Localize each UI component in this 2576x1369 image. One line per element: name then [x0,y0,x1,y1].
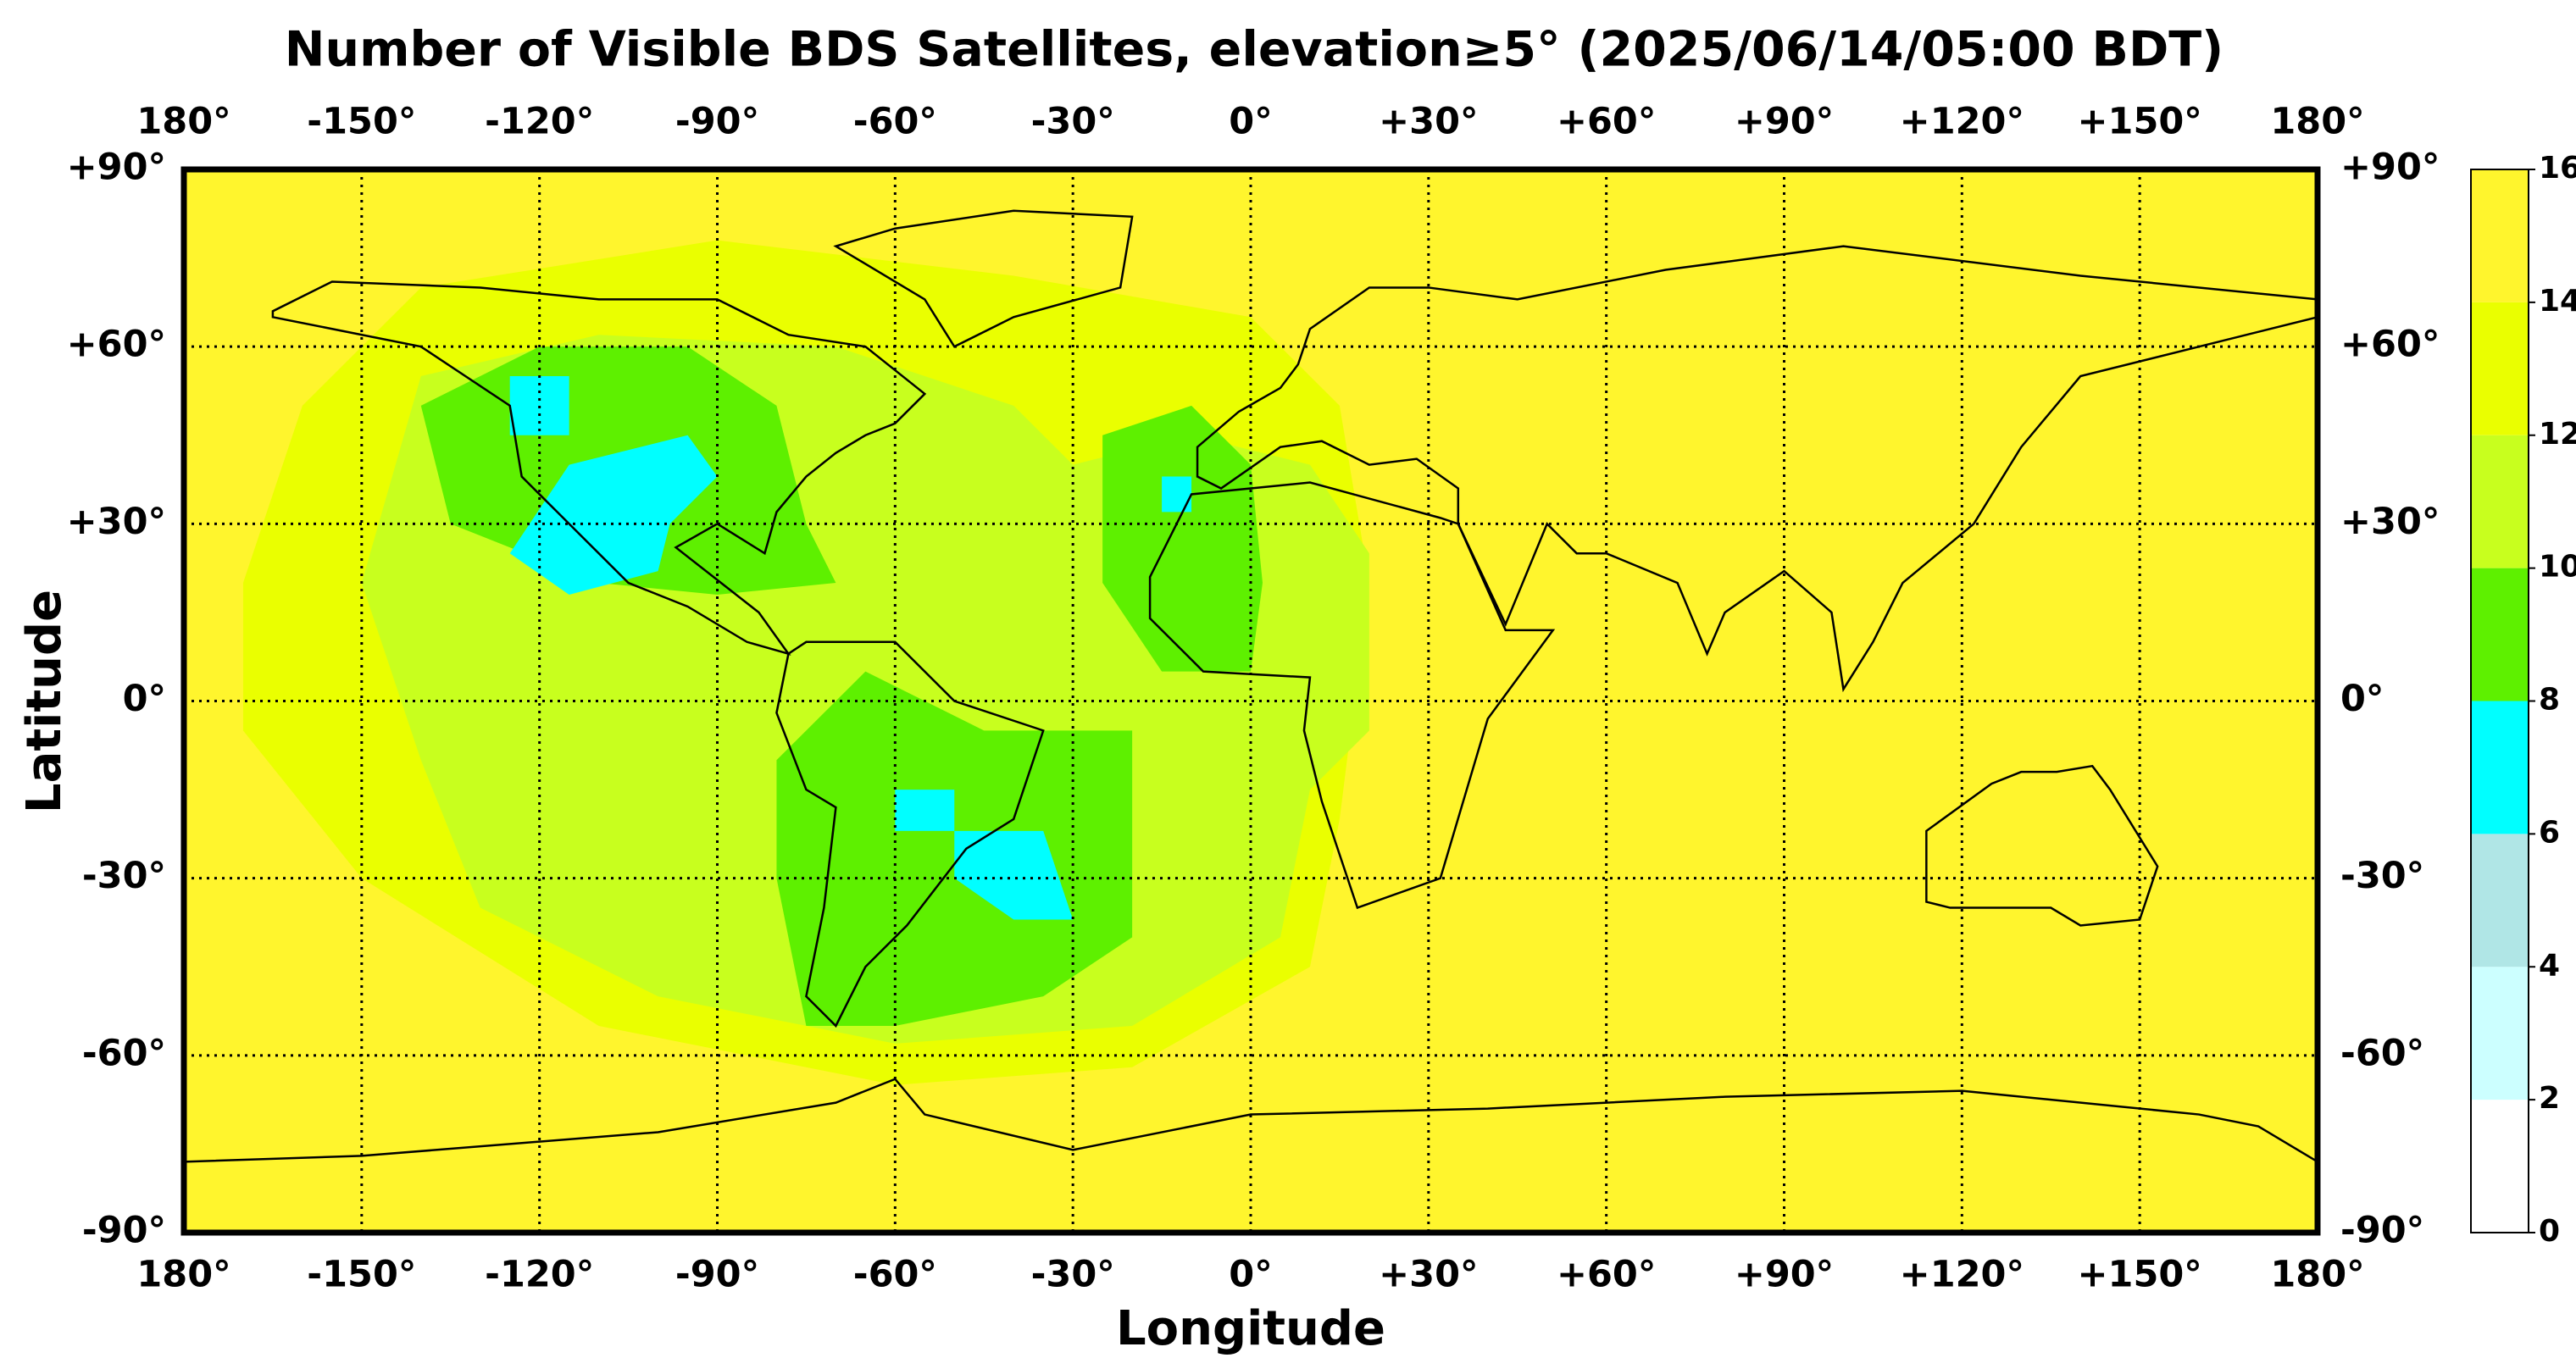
x-tick-label: +60° [1557,1254,1656,1296]
x-tick-label: +90° [1735,101,1834,143]
x-tick-label: +30° [1379,1254,1478,1296]
x-tick-label: -150° [307,1254,416,1296]
coastline [1926,766,2157,925]
x-axis-title: Longitude [1116,1301,1385,1356]
x-tick-label: +150° [2078,101,2202,143]
colorbar-tick-label: 10 [2539,550,2576,585]
y-tick-label: -90° [82,1210,166,1252]
colorbar-tick-label: 0 [2539,1214,2560,1249]
x-tick-label: -60° [853,101,937,143]
colorbar-segment [2471,967,2529,1100]
x-tick-label: -120° [485,1254,594,1296]
colorbar-segment [2471,435,2529,568]
coastline [776,642,1043,1026]
x-tick-label: -30° [1031,1254,1115,1296]
x-tick-label: 180° [2270,1254,2364,1296]
y-tick-label: -30° [2340,855,2424,897]
coastline [273,281,924,653]
field-region [954,830,1074,920]
field-region [1162,476,1192,513]
x-tick-label: 180° [136,1254,230,1296]
y-tick-label: -90° [2340,1210,2424,1252]
colorbar-tick-label: 12 [2539,417,2576,452]
x-tick-label: 180° [2270,101,2364,143]
x-tick-label: +120° [1900,1254,2024,1296]
x-tick-label: 0° [1229,1254,1272,1296]
x-tick-label: -90° [675,1254,759,1296]
y-tick-label: +30° [2340,501,2440,543]
x-tick-label: -90° [675,101,759,143]
x-tick-label: +120° [1900,101,2024,143]
y-axis-title: Latitude [17,590,72,813]
coastline [836,211,1132,346]
chart-title: Number of Visible BDS Satellites, elevat… [285,22,2223,78]
x-tick-label: +150° [2078,1254,2202,1296]
x-tick-label: +90° [1735,1254,1834,1296]
x-tick-label: +30° [1379,101,1478,143]
field [242,240,1369,1085]
y-tick-label: 0° [2340,678,2384,720]
map-frame [180,166,2321,1236]
colorbar-tick-label: 14 [2539,284,2576,319]
y-tick-label: 0° [123,678,166,720]
y-tick-label: +90° [67,147,166,189]
colorbar-tick-label: 2 [2539,1081,2560,1116]
colorbar-tick-label: 4 [2539,948,2560,983]
colorbar-tick-label: 6 [2539,815,2560,850]
field-region [895,790,955,831]
x-tick-label: -30° [1031,101,1115,143]
y-tick-label: -30° [82,855,166,897]
coastline [1197,247,2318,690]
field-region [509,376,569,435]
x-tick-label: -150° [307,101,416,143]
colorbar-segment [2471,169,2529,302]
x-tick-label: 180° [136,101,230,143]
x-tick-label: 0° [1229,101,1272,143]
colorbar-segment [2471,834,2529,967]
field-region [1102,405,1263,672]
x-tick-label: +60° [1557,101,1656,143]
y-tick-label: +30° [67,501,166,543]
x-tick-label: -60° [853,1254,937,1296]
y-tick-label: +60° [67,324,166,366]
colorbar-tick-label: 16 [2539,151,2576,186]
coastlines [184,211,2318,1162]
y-tick-label: +90° [2340,147,2440,189]
colorbar: 0 2 4 6 8 10 12 14 16 [2470,151,2576,1249]
y-tick-label: -60° [82,1032,166,1074]
colorbar-segment [2471,1100,2529,1233]
y-tick-label: +60° [2340,324,2440,366]
colorbar-segment [2471,568,2529,701]
y-tick-label: -60° [2340,1032,2424,1074]
colorbar-segment [2471,302,2529,435]
colorbar-segment [2471,701,2529,834]
colorbar-tick-label: 8 [2539,683,2560,718]
field-region [509,435,718,595]
coastline [1150,483,1553,908]
coastline [184,1079,2318,1162]
x-tick-label: -120° [485,101,594,143]
